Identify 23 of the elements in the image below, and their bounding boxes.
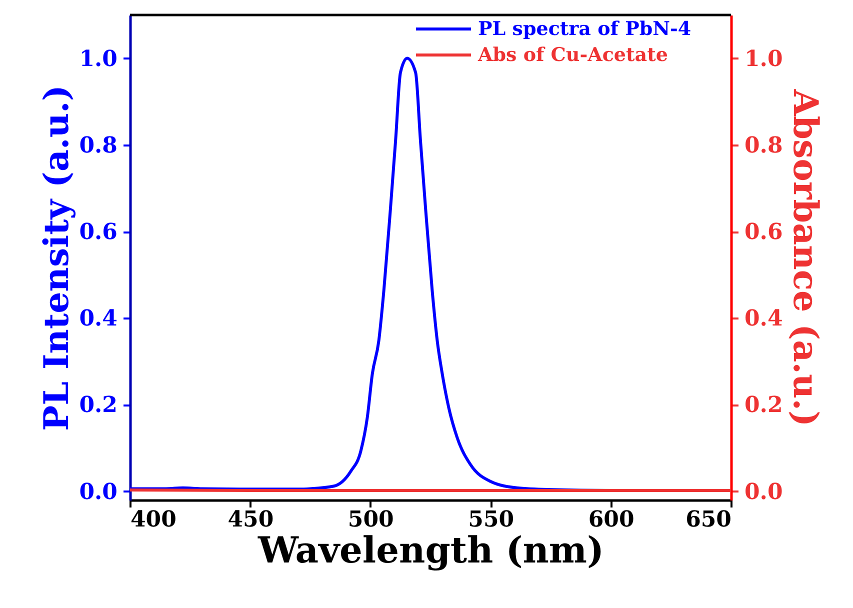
y2-tick-label: 0.6 <box>744 219 783 246</box>
y-tick-label: 0.6 <box>79 219 118 246</box>
x-axis-title: Wavelength (nm) <box>256 530 604 572</box>
x-tick-label: 500 <box>348 506 394 532</box>
legend-label: PL spectra of PbN-4 <box>478 18 692 40</box>
y-axis-title: PL Intensity (a.u.) <box>37 85 78 431</box>
y2-tick-label: 0.4 <box>744 306 783 332</box>
x-tick-label: 450 <box>228 506 274 532</box>
y-tick-label: 0.0 <box>79 478 118 505</box>
y2-tick-label: 0.0 <box>744 478 783 505</box>
legend-label: Abs of Cu-Acetate <box>477 44 668 66</box>
y-tick-label: 0.8 <box>79 132 118 158</box>
y2-axis-title: Absorbance (a.u.) <box>784 88 825 427</box>
x-tick-label: 400 <box>130 506 176 532</box>
y-tick-label: 1.0 <box>79 46 118 72</box>
y-tick-label: 0.2 <box>79 392 118 418</box>
x-tick-label: 600 <box>588 506 634 532</box>
x-tick-label: 650 <box>686 506 732 532</box>
y2-tick-label: 0.8 <box>744 132 783 158</box>
x-tick-label: 550 <box>468 506 514 532</box>
y2-tick-label: 0.2 <box>744 392 783 418</box>
y2-tick-label: 1.0 <box>744 46 783 72</box>
y-tick-label: 0.4 <box>79 306 118 332</box>
